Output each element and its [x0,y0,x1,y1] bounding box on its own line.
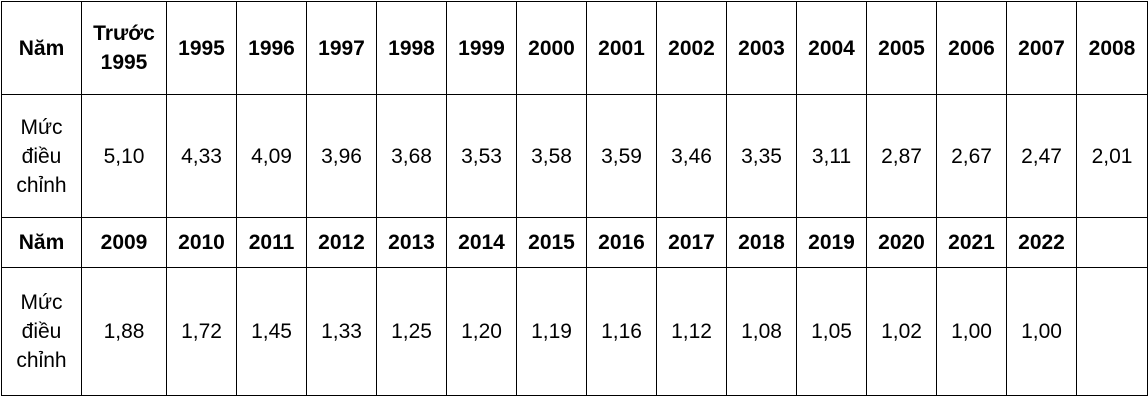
year-cell: 2013 [376,217,447,268]
year-cell: 2014 [446,217,517,268]
value-cell: 1,02 [866,267,937,396]
value-cell: 4,33 [166,94,237,218]
table-row: Mức điều chỉnh 1,88 1,72 1,45 1,33 1,25 1,20 1,… [1,267,1148,396]
value-cell: 3,59 [586,94,657,218]
value-cell: 2,47 [1006,94,1077,218]
year-cell: 1996 [236,1,307,95]
value-cell: 2,67 [936,94,1007,218]
year-cell: 2004 [796,1,867,95]
value-cell: 1,12 [656,267,727,396]
row-label: Năm [1,217,82,268]
value-cell: 1,08 [726,267,797,396]
year-cell: 2018 [726,217,797,268]
year-cell: 2019 [796,217,867,268]
year-cell: 2017 [656,217,727,268]
value-cell: 1,45 [236,267,307,396]
value-cell: 1,25 [376,267,447,396]
year-cell: 2011 [236,217,307,268]
value-cell: 3,11 [796,94,867,218]
year-cell: 1998 [376,1,447,95]
empty-cell [1076,217,1148,268]
table-row: Năm Trước 1995 1995 1996 1997 1998 1999 2000 200… [1,1,1148,95]
table-row: Mức điều chỉnh 5,10 4,33 4,09 3,96 3,68 3,53 3,… [1,94,1148,218]
year-cell: 2009 [81,217,167,268]
value-cell: 1,19 [516,267,587,396]
year-cell: 2002 [656,1,727,95]
year-cell: 1995 [166,1,237,95]
value-cell: 1,33 [306,267,377,396]
value-cell: 2,01 [1076,94,1148,218]
value-cell: 1,16 [586,267,657,396]
year-cell: 1999 [446,1,517,95]
year-cell: 2012 [306,217,377,268]
value-cell: 1,20 [446,267,517,396]
value-cell: 5,10 [81,94,167,218]
year-cell: 2000 [516,1,587,95]
value-cell: 1,05 [796,267,867,396]
value-cell: 1,00 [1006,267,1077,396]
year-cell: 2022 [1006,217,1077,268]
value-cell: 4,09 [236,94,307,218]
year-cell: 2015 [516,217,587,268]
value-cell: 3,68 [376,94,447,218]
year-cell: 2005 [866,1,937,95]
year-cell: 1997 [306,1,377,95]
year-cell: 2021 [936,217,1007,268]
value-cell: 3,58 [516,94,587,218]
table-row: Năm 2009 2010 2011 2012 2013 2014 2015 2016 2017 2… [1,217,1148,268]
value-cell: 3,46 [656,94,727,218]
value-cell: 3,96 [306,94,377,218]
year-cell: 2008 [1076,1,1148,95]
year-cell: 2010 [166,217,237,268]
row-label: Năm [1,1,82,95]
value-cell: 1,72 [166,267,237,396]
row-label: Mức điều chỉnh [1,267,82,396]
year-cell: 2020 [866,217,937,268]
value-cell: 1,00 [936,267,1007,396]
year-cell: 2006 [936,1,1007,95]
year-cell: 2001 [586,1,657,95]
value-cell: 3,35 [726,94,797,218]
year-cell: Trước 1995 [81,1,167,95]
year-cell: 2003 [726,1,797,95]
row-label: Mức điều chỉnh [1,94,82,218]
year-cell: 2016 [586,217,657,268]
year-cell: 2007 [1006,1,1077,95]
value-cell: 1,88 [81,267,167,396]
value-cell: 2,87 [866,94,937,218]
empty-cell [1076,267,1148,396]
value-cell: 3,53 [446,94,517,218]
